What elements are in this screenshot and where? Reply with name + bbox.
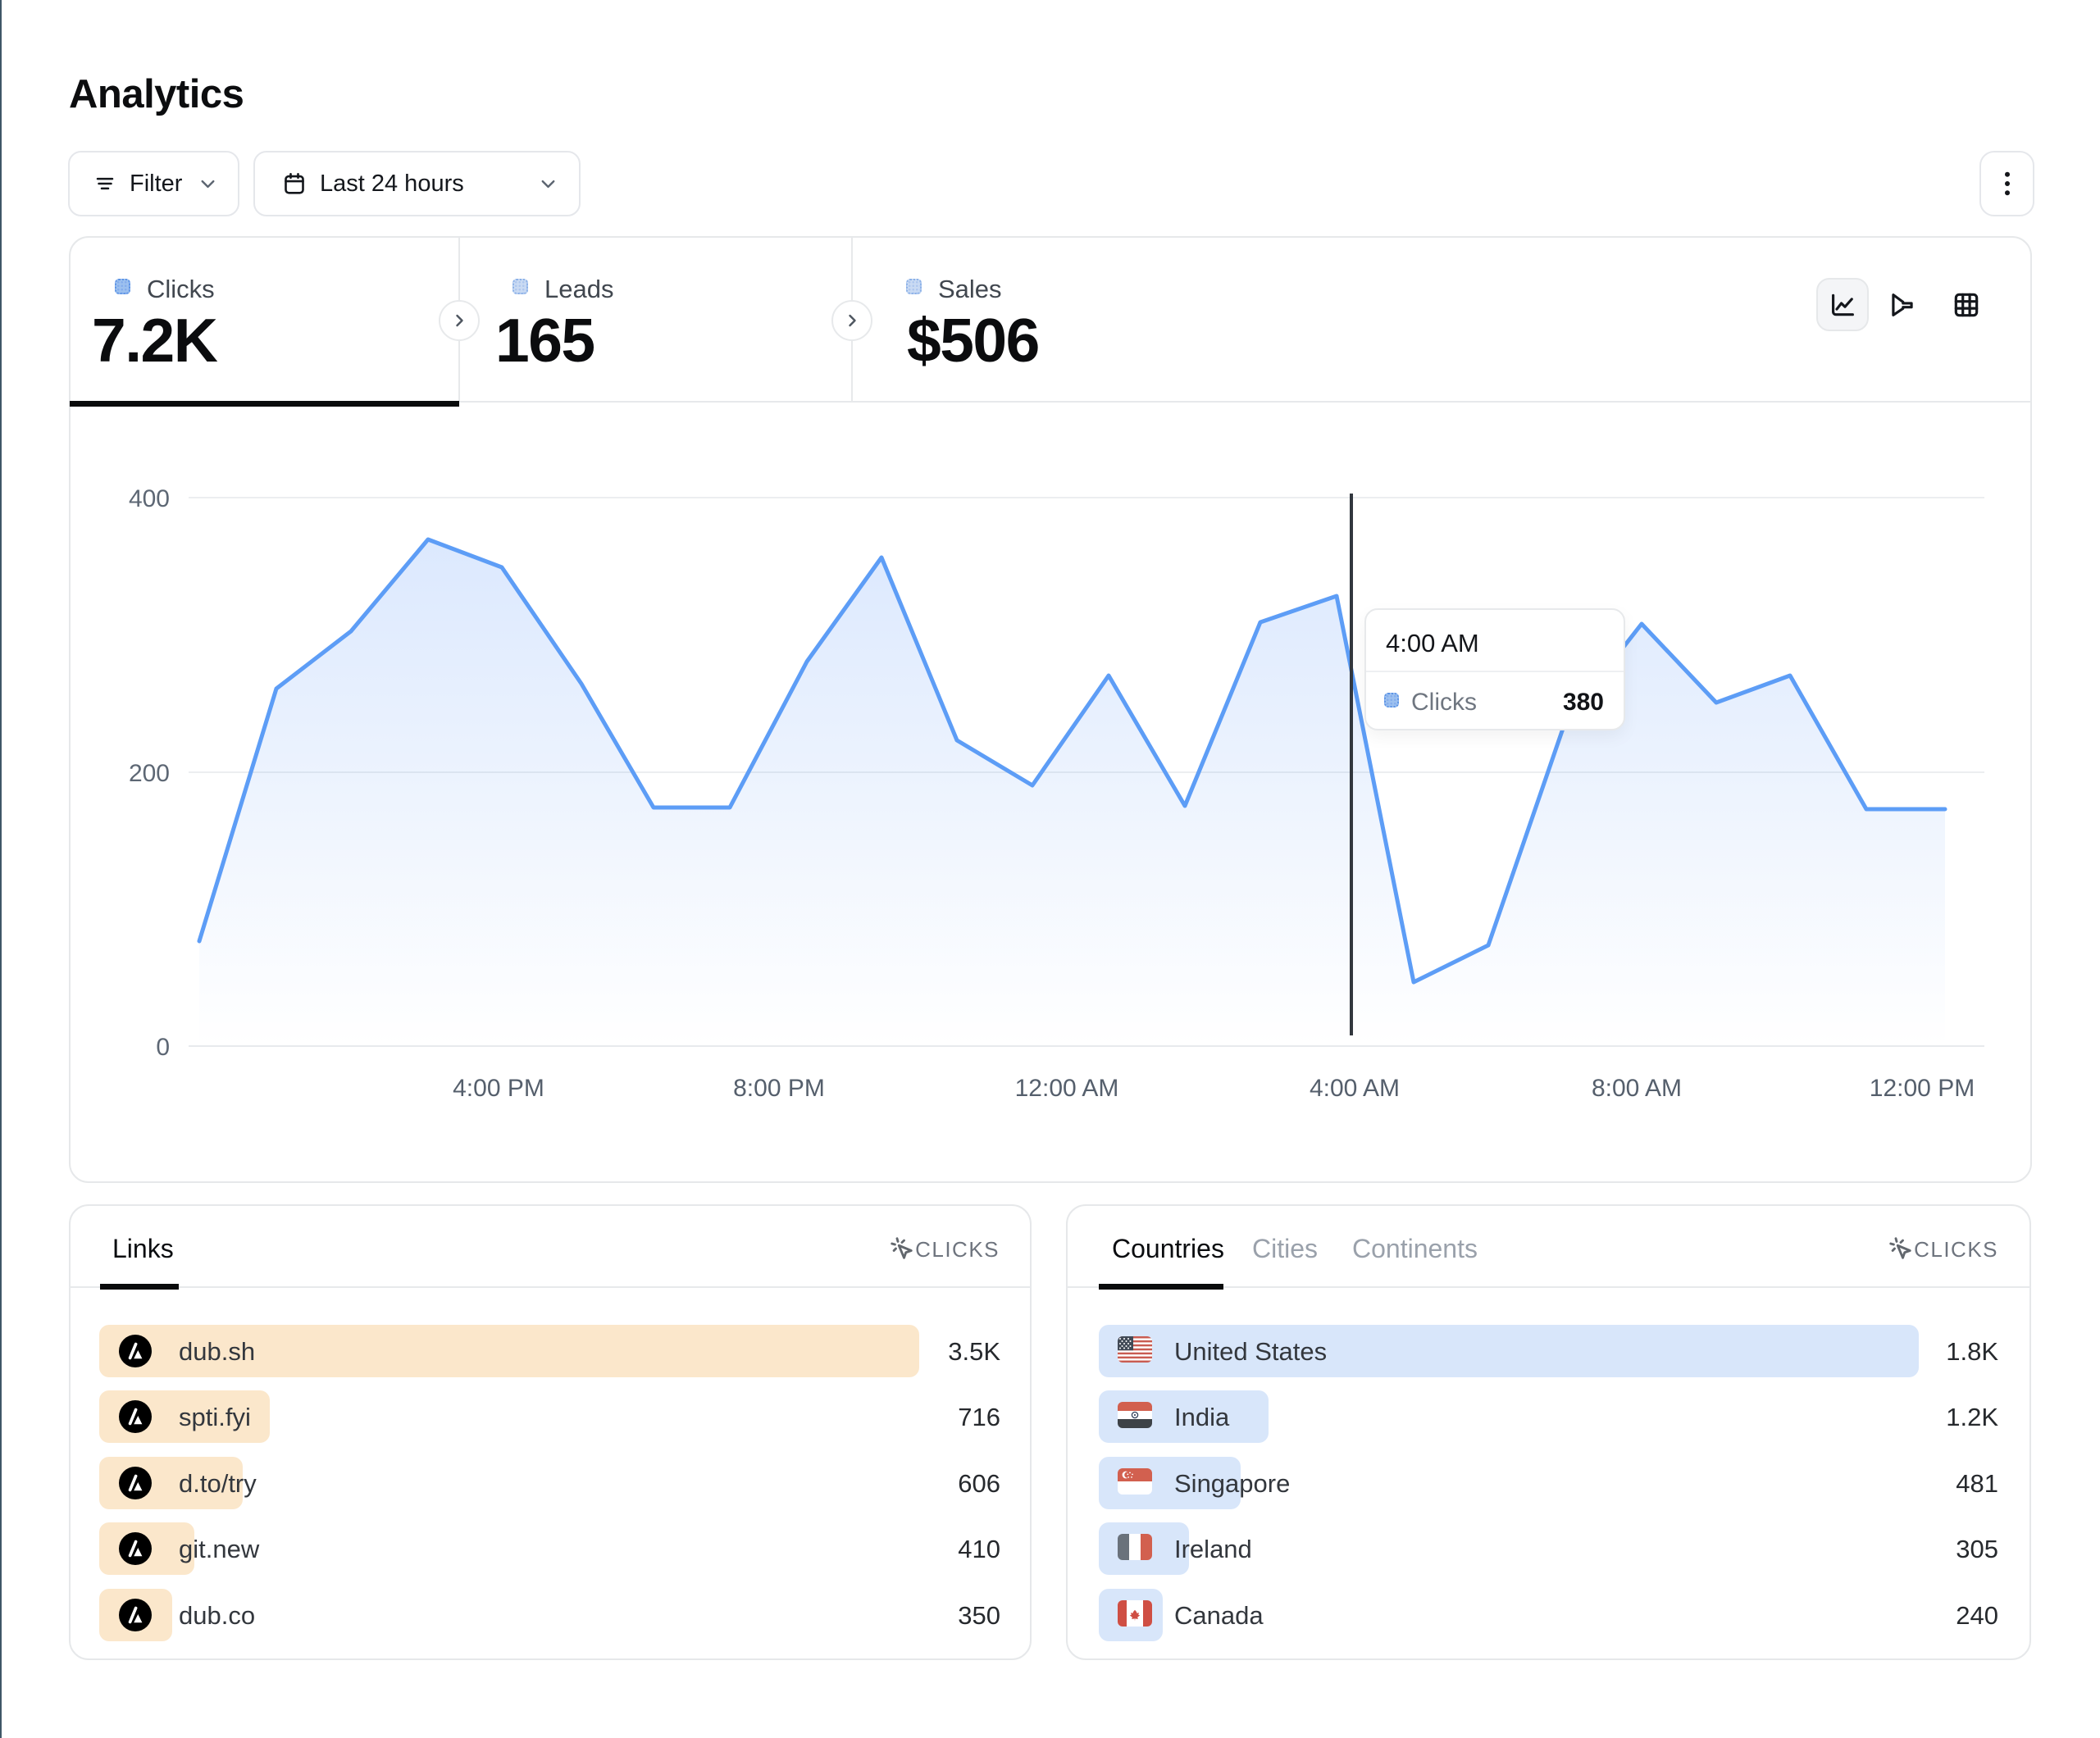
svg-text:0: 0 <box>156 1034 170 1061</box>
svg-text:8:00 AM: 8:00 AM <box>1592 1075 1682 1102</box>
svg-text:8:00 PM: 8:00 PM <box>733 1075 825 1102</box>
svg-text:4:00 PM: 4:00 PM <box>453 1075 544 1102</box>
svg-text:4:00 AM: 4:00 AM <box>1310 1075 1400 1102</box>
svg-text:200: 200 <box>129 760 170 787</box>
svg-text:400: 400 <box>129 485 170 512</box>
svg-text:12:00 PM: 12:00 PM <box>1870 1075 1975 1102</box>
svg-text:12:00 AM: 12:00 AM <box>1015 1075 1119 1102</box>
